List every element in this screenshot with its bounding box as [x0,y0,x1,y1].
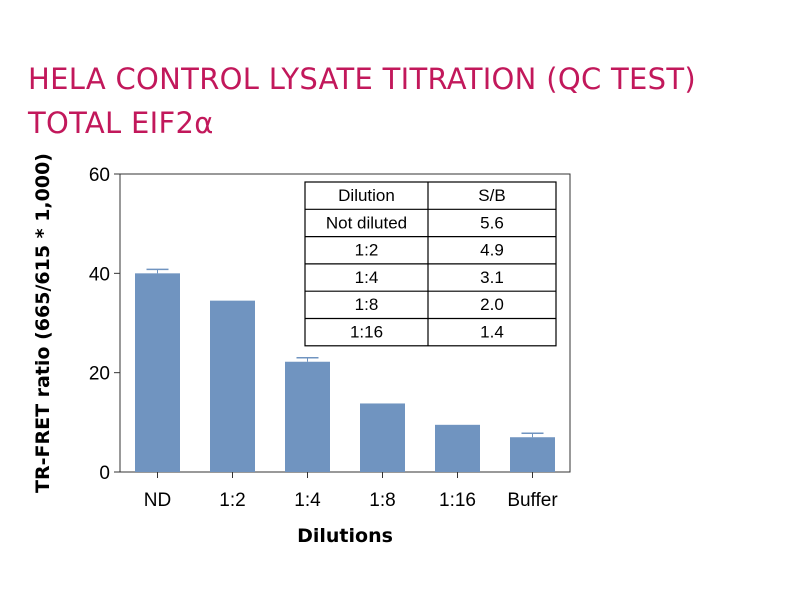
table-header-cell: Dilution [338,186,395,205]
table-cell-dilution: 1:2 [355,241,379,260]
table-header-cell: S/B [478,186,505,205]
table-cell-sb: 4.9 [480,241,504,260]
table-cell-dilution: 1:4 [355,268,379,287]
bar-nd [135,273,180,472]
bar-buffer [510,437,555,472]
table-cell-dilution: 1:16 [350,323,383,342]
y-axis: 0 20 40 60 [89,165,120,484]
chart-title-line-2: TOTAL EIF2α [28,106,214,140]
y-tick-label: 60 [89,165,110,186]
bar-1-16 [435,424,480,472]
x-tick-label: 1:2 [219,490,245,511]
table-cell-sb: 5.6 [480,213,504,232]
plot-frame [119,173,571,473]
bar-1-8 [360,403,405,472]
x-axis-title: Dilutions [297,525,393,547]
bar-1-2 [210,300,255,472]
y-axis-title: TR-FRET ratio (665/615 * 1,000) [32,153,54,493]
table-cell-dilution: Not diluted [326,213,407,232]
table-cell-sb: 1.4 [480,323,504,342]
y-tick-label: 20 [89,364,110,385]
table-cell-sb: 2.0 [480,295,504,314]
signal-to-background-table: Dilution S/B Not diluted 5.6 1:2 4.9 1:4 3.1 1:8… [304,181,557,347]
x-tick-label: 1:4 [294,490,321,511]
table-cell-sb: 3.1 [480,268,504,287]
chart-title-line-1: HELA CONTROL LYSATE TITRATION (QC TEST) [28,62,696,96]
x-tick-label: Buffer [507,490,558,511]
x-tick-label: 1:8 [369,490,395,511]
y-tick-label: 40 [89,264,110,285]
x-axis: ND 1:2 1:4 1:8 1:16 Buffer [144,472,558,511]
y-tick-label: 0 [99,463,110,484]
table-cell-dilution: 1:8 [355,295,379,314]
x-tick-label: ND [144,490,171,511]
x-tick-label: 1:16 [439,490,476,511]
bar-1-4 [285,361,330,472]
bar-group [135,268,555,472]
